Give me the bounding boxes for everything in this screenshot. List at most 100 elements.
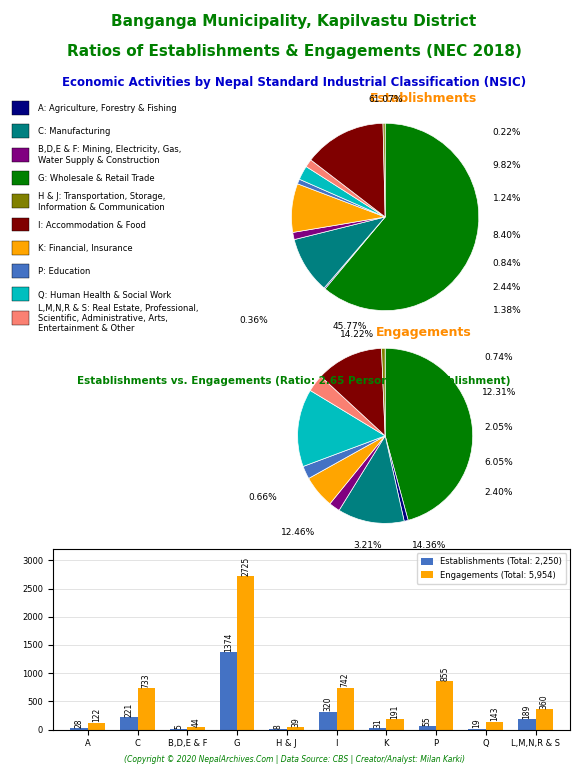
Text: 61.07%: 61.07% — [368, 95, 402, 104]
Wedge shape — [293, 217, 385, 240]
Wedge shape — [383, 124, 385, 217]
Text: Banganga Municipality, Kapilvastu District: Banganga Municipality, Kapilvastu Distri… — [111, 14, 477, 29]
Text: 8: 8 — [273, 724, 283, 729]
Text: 44: 44 — [192, 717, 201, 727]
Text: 28: 28 — [75, 718, 83, 728]
Bar — [436, 681, 453, 730]
Text: 8.40%: 8.40% — [493, 231, 521, 240]
Bar — [319, 711, 336, 730]
Text: 0.36%: 0.36% — [239, 316, 268, 325]
Text: 0.84%: 0.84% — [493, 260, 521, 268]
Text: 0.74%: 0.74% — [485, 353, 513, 362]
Text: 9.82%: 9.82% — [493, 161, 521, 170]
Wedge shape — [382, 349, 385, 436]
Bar — [138, 688, 155, 730]
Text: I: Accommodation & Food: I: Accommodation & Food — [38, 220, 146, 230]
Text: 2725: 2725 — [241, 556, 250, 576]
Text: 5: 5 — [174, 724, 183, 729]
Text: L,M,N,R & S: Real Estate, Professional,
Scientific, Administrative, Arts,
Entert: L,M,N,R & S: Real Estate, Professional, … — [38, 303, 199, 333]
Wedge shape — [298, 390, 385, 466]
Text: 742: 742 — [340, 673, 350, 687]
Text: 143: 143 — [490, 707, 499, 721]
Bar — [88, 723, 105, 730]
Text: (Copyright © 2020 NepalArchives.Com | Data Source: CBS | Creator/Analyst: Milan : (Copyright © 2020 NepalArchives.Com | Da… — [123, 755, 465, 764]
Text: 1374: 1374 — [224, 633, 233, 652]
Text: B,D,E & F: Mining, Electricity, Gas,
Water Supply & Construction: B,D,E & F: Mining, Electricity, Gas, Wat… — [38, 145, 182, 165]
Text: Establishments: Establishments — [370, 92, 477, 105]
Text: Establishments vs. Engagements (Ratio: 2.65 Persons per Establishment): Establishments vs. Engagements (Ratio: 2… — [77, 376, 511, 386]
Wedge shape — [324, 217, 385, 289]
Text: 55: 55 — [423, 717, 432, 727]
Text: 39: 39 — [291, 717, 300, 727]
FancyBboxPatch shape — [12, 241, 29, 255]
Bar — [336, 688, 354, 730]
FancyBboxPatch shape — [12, 217, 29, 231]
Wedge shape — [299, 167, 385, 217]
Text: Ratios of Establishments & Engagements (NEC 2018): Ratios of Establishments & Engagements (… — [66, 45, 522, 59]
Text: H & J: Transportation, Storage,
Information & Communication: H & J: Transportation, Storage, Informat… — [38, 192, 166, 211]
Text: 221: 221 — [124, 703, 133, 717]
Text: 733: 733 — [142, 674, 151, 688]
Text: Q: Human Health & Social Work: Q: Human Health & Social Work — [38, 290, 172, 300]
Legend: Establishments (Total: 2,250), Engagements (Total: 5,954): Establishments (Total: 2,250), Engagemen… — [417, 553, 566, 584]
FancyBboxPatch shape — [12, 124, 29, 138]
Text: 6.05%: 6.05% — [485, 458, 513, 467]
FancyBboxPatch shape — [12, 287, 29, 301]
FancyBboxPatch shape — [12, 101, 29, 115]
Bar — [219, 652, 237, 730]
FancyBboxPatch shape — [12, 311, 29, 325]
Text: 0.66%: 0.66% — [248, 492, 277, 502]
Text: 3.21%: 3.21% — [353, 541, 382, 550]
Wedge shape — [303, 436, 385, 478]
Bar — [369, 728, 386, 730]
Wedge shape — [298, 179, 385, 217]
FancyBboxPatch shape — [12, 194, 29, 208]
Text: G: Wholesale & Retail Trade: G: Wholesale & Retail Trade — [38, 174, 155, 183]
Bar — [187, 727, 205, 730]
Wedge shape — [294, 217, 385, 288]
Wedge shape — [311, 124, 385, 217]
Bar — [120, 717, 138, 730]
Wedge shape — [292, 184, 385, 233]
Wedge shape — [306, 160, 385, 217]
Text: 2.44%: 2.44% — [493, 283, 521, 292]
FancyBboxPatch shape — [12, 264, 29, 278]
Text: 1.38%: 1.38% — [493, 306, 522, 315]
Bar — [536, 710, 553, 730]
Wedge shape — [385, 349, 473, 520]
Text: C: Manufacturing: C: Manufacturing — [38, 127, 111, 137]
Text: 45.77%: 45.77% — [333, 322, 368, 331]
Text: 360: 360 — [540, 694, 549, 709]
Text: 0.22%: 0.22% — [493, 128, 521, 137]
Bar — [71, 728, 88, 730]
Text: 320: 320 — [323, 697, 332, 711]
Bar — [518, 719, 536, 730]
Text: Engagements: Engagements — [376, 326, 471, 339]
Bar — [486, 721, 503, 730]
Text: 31: 31 — [373, 718, 382, 727]
Text: 12.31%: 12.31% — [482, 388, 516, 396]
Text: 19: 19 — [473, 719, 482, 728]
Wedge shape — [321, 349, 385, 436]
Text: 191: 191 — [390, 704, 399, 719]
Bar — [287, 727, 304, 730]
Text: 2.40%: 2.40% — [485, 488, 513, 497]
Wedge shape — [385, 436, 408, 521]
Bar — [469, 729, 486, 730]
Text: A: Agriculture, Forestry & Fishing: A: Agriculture, Forestry & Fishing — [38, 104, 177, 113]
Text: K: Financial, Insurance: K: Financial, Insurance — [38, 244, 133, 253]
Text: 1.24%: 1.24% — [493, 194, 521, 203]
Text: 12.46%: 12.46% — [280, 528, 315, 537]
Bar — [237, 576, 255, 730]
Text: Economic Activities by Nepal Standard Industrial Classification (NSIC): Economic Activities by Nepal Standard In… — [62, 75, 526, 88]
Text: 14.22%: 14.22% — [340, 329, 374, 339]
Bar — [419, 727, 436, 730]
Wedge shape — [330, 436, 385, 510]
Text: 855: 855 — [440, 667, 449, 681]
Wedge shape — [325, 124, 479, 310]
FancyBboxPatch shape — [12, 147, 29, 161]
Text: 2.05%: 2.05% — [485, 422, 513, 432]
Text: P: Education: P: Education — [38, 267, 91, 276]
Text: 189: 189 — [522, 704, 532, 719]
Wedge shape — [309, 436, 385, 504]
